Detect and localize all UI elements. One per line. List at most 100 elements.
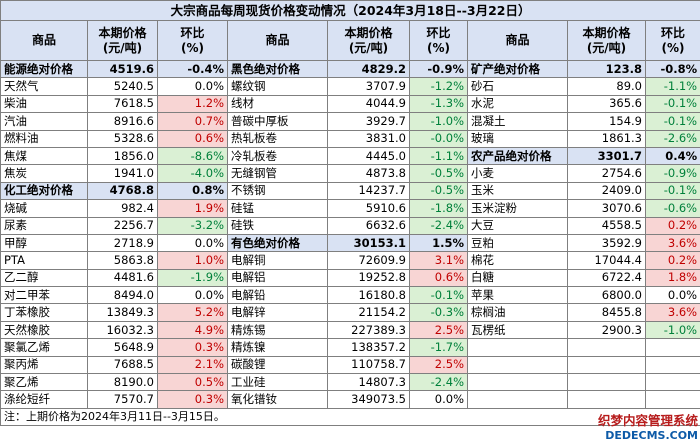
change-percent: -0.1% — [409, 286, 468, 305]
table-row: 烧碱 982.4 1.9% 硅锰 5910.6 -1.8% 玉米淀粉 3070.6 -0.6% — [0, 199, 700, 218]
change-percent: 0.3% — [157, 390, 228, 409]
current-price: 4481.6 — [87, 268, 158, 288]
current-price: 7688.5 — [87, 355, 158, 375]
commodity-name: 丁苯橡胶 — [0, 303, 88, 322]
change-percent: -0.6% — [644, 199, 700, 218]
change-percent: -1.8% — [409, 199, 468, 218]
change-percent: -3.2% — [157, 216, 228, 235]
change-percent: -0.1% — [644, 181, 700, 201]
commodity-name: 玻璃 — [467, 129, 568, 148]
current-price: 5240.5 — [87, 77, 158, 96]
change-percent: -2.4% — [409, 373, 468, 392]
commodity-name: 豆粕 — [467, 233, 568, 253]
change-percent: -0.5% — [409, 164, 468, 183]
column-header: 商品 — [0, 20, 88, 61]
column-header: 环比 (%) — [644, 20, 700, 61]
commodity-name — [467, 373, 568, 392]
commodity-name: 天然橡胶 — [0, 320, 88, 340]
commodity-name: 苹果 — [467, 286, 568, 305]
change-percent: 1.5% — [409, 233, 468, 253]
change-percent: -0.1% — [644, 112, 700, 131]
current-price: 13849.3 — [87, 303, 158, 322]
change-percent: 0.5% — [157, 373, 228, 392]
change-percent: -2.6% — [644, 129, 700, 148]
change-percent — [644, 355, 700, 375]
current-price: 123.8 — [567, 59, 646, 79]
table-row: 燃料油 5328.6 0.6% 热轧板卷 3831.0 -0.0% 玻璃 1861.3 -2.6… — [0, 129, 700, 148]
footnote: 注：上期价格为2024年3月11日--3月15日。 — [0, 407, 700, 426]
current-price: 5910.6 — [327, 199, 410, 218]
change-percent: 0.2% — [644, 251, 700, 270]
commodity-name: 氧化镨钕 — [227, 390, 328, 409]
column-header: 商品 — [467, 20, 568, 61]
commodity-name: 碳酸锂 — [227, 355, 328, 375]
header-row: 商品 本期价格 (元/吨) 环比 (%) 商品 本期价格 (元/吨) 环比 (%) 商品 本期价格 (元… — [0, 20, 700, 61]
change-percent: 0.0% — [157, 286, 228, 305]
commodity-name: 混凝土 — [467, 112, 568, 131]
current-price: 4519.6 — [87, 59, 158, 79]
commodity-name: 水泥 — [467, 94, 568, 114]
current-price: 110758.7 — [327, 355, 410, 375]
current-price: 21154.2 — [327, 303, 410, 322]
table-row: 尿素 2256.7 -3.2% 硅铁 6632.6 -2.4% 大豆 4558.5 0.2% — [0, 216, 700, 235]
current-price: 14237.7 — [327, 181, 410, 201]
table-row: 柴油 7618.5 1.2% 线材 4044.9 -1.3% 水泥 365.6 -0.1% — [0, 94, 700, 114]
current-price — [567, 390, 646, 409]
current-price: 4768.8 — [87, 181, 158, 201]
table-row: 丁苯橡胶 13849.3 5.2% 电解锌 21154.2 -0.3% 棕榈油 8455.8 3… — [0, 303, 700, 322]
change-percent — [644, 373, 700, 392]
commodity-name: 黑色绝对价格 — [227, 59, 328, 79]
commodity-name: 燃料油 — [0, 129, 88, 148]
current-price: 6632.6 — [327, 216, 410, 235]
current-price: 7618.5 — [87, 94, 158, 114]
watermark-line1: 织梦内容管理系统 — [597, 413, 698, 428]
current-price — [567, 355, 646, 375]
change-percent: -0.1% — [644, 94, 700, 114]
commodity-name: 矿产绝对价格 — [467, 59, 568, 79]
commodity-name: 线材 — [227, 94, 328, 114]
column-header: 商品 — [227, 20, 328, 61]
change-percent: -0.5% — [409, 181, 468, 201]
current-price: 2754.6 — [567, 164, 646, 183]
commodity-name: 焦炭 — [0, 164, 88, 183]
current-price: 1941.0 — [87, 164, 158, 183]
current-price: 5648.9 — [87, 338, 158, 357]
change-percent: 0.4% — [644, 146, 700, 166]
current-price: 2900.3 — [567, 320, 646, 340]
commodity-name: 热轧板卷 — [227, 129, 328, 148]
change-percent: 0.0% — [644, 286, 700, 305]
current-price: 16032.3 — [87, 320, 158, 340]
commodity-name: PTA — [0, 251, 88, 270]
commodity-name: 涤纶短纤 — [0, 390, 88, 409]
change-percent: 2.5% — [409, 320, 468, 340]
change-percent: -0.3% — [409, 303, 468, 322]
current-price: 17044.4 — [567, 251, 646, 270]
table-row: 天然橡胶 16032.3 4.9% 精炼锡 227389.3 2.5% 瓦楞纸 2900.3-… — [0, 320, 700, 340]
current-price: 154.9 — [567, 112, 646, 131]
current-price: 19252.8 — [327, 268, 410, 288]
commodity-name: 棉花 — [467, 251, 568, 270]
commodity-name: 玉米 — [467, 181, 568, 201]
change-percent: 2.5% — [409, 355, 468, 375]
table-row: 甲醇 2718.9 0.0% 有色绝对价格 30153.1 1.5% 豆粕 3592.9 3.6… — [0, 233, 700, 253]
change-percent: 0.7% — [157, 112, 228, 131]
commodity-name: 大豆 — [467, 216, 568, 235]
change-percent: 0.8% — [157, 181, 228, 201]
commodity-name: 甲醇 — [0, 233, 88, 253]
table-row: 聚氯乙烯 5648.9 0.3% 精炼镍 138357.2 -1.7% — [0, 338, 700, 357]
current-price: 2409.0 — [567, 181, 646, 201]
commodity-name: 烧碱 — [0, 199, 88, 218]
change-percent: 1.8% — [644, 268, 700, 288]
commodity-name: 冷轧板卷 — [227, 146, 328, 166]
commodity-name: 瓦楞纸 — [467, 320, 568, 340]
change-percent: -4.0% — [157, 164, 228, 183]
change-percent: 2.1% — [157, 355, 228, 375]
watermark-logo: 织梦内容管理系统 DEDECMS.COM — [591, 412, 698, 446]
current-price: 16180.8 — [327, 286, 410, 305]
change-percent: 3.6% — [644, 233, 700, 253]
commodity-name: 聚氯乙烯 — [0, 338, 88, 357]
current-price: 3592.9 — [567, 233, 646, 253]
change-percent: 1.9% — [157, 199, 228, 218]
current-price: 2256.7 — [87, 216, 158, 235]
